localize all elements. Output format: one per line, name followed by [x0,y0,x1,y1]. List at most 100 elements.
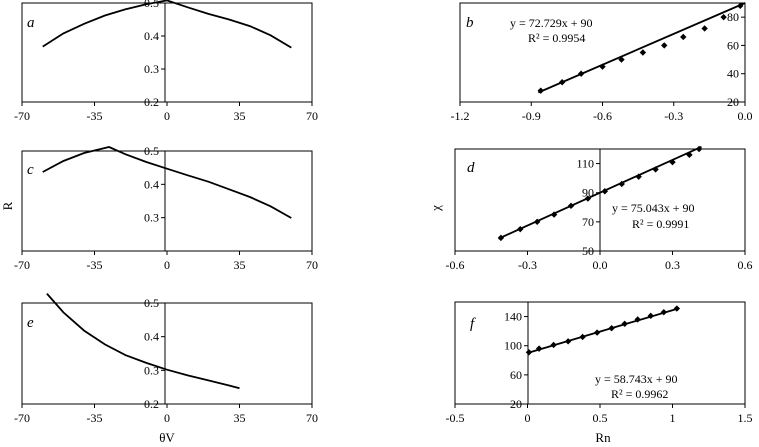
trend-equation: y = 58.743x + 90 [595,372,678,386]
trend-line [538,2,746,94]
panel-letter: b [466,15,474,31]
r-squared: R² = 0.9954 [528,31,585,45]
data-point [535,345,543,352]
y-tick-label: 20 [727,95,739,109]
x-tick-label: -35 [87,411,103,425]
panel-c: -70 -35 0 35 70 0.3 0.4 0.5 c [14,144,318,272]
trend-equation: y = 72.729x + 90 [510,16,593,30]
data-point [533,218,541,226]
data-point [737,2,744,10]
x-tick-label: -1.2 [451,109,470,123]
data-point [593,329,601,336]
x-tick-label: 70 [306,411,318,425]
data-point [599,63,606,70]
series-line [42,0,292,49]
data-point [577,70,585,77]
left-y-axis-label: R [0,201,15,210]
data-point [686,151,693,159]
y-tick-label: 0.5 [144,296,159,310]
x-tick-label: 35 [234,411,246,425]
data-point [669,158,676,166]
x-tick-label: 0 [164,258,170,272]
data-point [660,309,667,316]
data-point [634,316,641,323]
x-tick-label: 0 [164,411,170,425]
y-tick-label: 60 [727,38,739,52]
y-tick-label: 0.5 [144,144,159,158]
r-squared: R² = 0.9991 [632,217,689,231]
plot-frame [454,301,746,405]
panel-b: -1.2 -0.9 -0.6 -0.3 0.020 40 60 80 b y = 72.729x … [451,2,753,123]
data-point [652,166,659,173]
data-point [647,312,654,320]
panel-e: -70 -35 0 35 70 0.2 0.3 0.4 0.5 e [14,293,318,425]
data-point [525,349,533,356]
series-line [42,146,292,219]
x-tick-label: 35 [234,258,246,272]
data-point [618,180,625,188]
x-tick-label: 70 [306,109,318,123]
plot-frame [21,150,313,252]
y-tick-label: 50 [582,244,594,258]
y-tick-label: 40 [727,67,739,81]
x-tick-label: 0.6 [738,258,753,272]
data-point [579,333,586,341]
x-tick-label: 0.5 [593,411,608,425]
data-point [701,25,708,32]
y-tick-label: 80 [727,10,739,24]
y-tick-label: 0.3 [144,211,159,225]
panel-letter: d [467,160,475,176]
x-tick-label: 0.3 [665,258,680,272]
panel-letter: c [27,162,34,178]
right-y-axis-label: χ [428,205,443,212]
data-point [618,56,625,63]
x-tick-label: 70 [306,258,318,272]
data-point [550,341,557,349]
x-tick-label: -70 [14,109,30,123]
r-squared: R² = 0.9962 [611,387,668,401]
x-tick-label: -70 [14,258,30,272]
x-tick-label: 0.0 [593,258,608,272]
data-point [621,320,628,328]
y-tick-label: 140 [504,310,522,324]
plot-frame [459,2,746,103]
data-point [517,225,524,233]
data-point [680,33,687,41]
y-tick-label: 0.2 [144,397,159,411]
y-tick-label: 0.4 [144,29,159,43]
y-tick-label: 0.4 [144,330,159,344]
data-point [601,188,609,195]
left-x-axis-label: θV [159,430,175,445]
panel-f: -0.5 0 0.5 1 1.5 20 60 100 140 f y = 58.743x + 90R… [446,301,753,425]
data-point [608,325,615,332]
x-tick-label: -0.9 [522,109,541,123]
y-tick-label: 100 [504,339,522,353]
trend-equation: y = 75.043x + 90 [612,201,695,215]
x-tick-label: -70 [14,411,30,425]
data-point [661,42,668,49]
x-tick-label: 1 [670,411,676,425]
y-tick-label: 0.3 [144,62,159,76]
data-point [567,202,575,210]
y-tick-label: 0.2 [144,95,159,109]
x-tick-label: -0.5 [446,411,465,425]
y-tick-label: 20 [510,397,522,411]
panel-letter: e [27,315,34,331]
data-point [584,195,592,202]
series-line [46,293,240,390]
panel-a: -70 -35 0 35 70 0.2 0.3 0.4 0.5 a [14,0,318,123]
y-tick-label: 0.4 [144,177,159,191]
data-point [695,145,703,153]
y-tick-label: 0.3 [144,363,159,377]
panel-letter: a [27,15,35,31]
plot-frame [21,2,313,103]
trend-line [527,307,679,354]
y-tick-label: 60 [510,368,522,382]
data-point [497,234,505,242]
x-tick-label: 1.5 [738,411,753,425]
data-point [673,305,681,312]
x-tick-label: -0.3 [518,258,537,272]
x-tick-label: 0.0 [738,109,753,123]
